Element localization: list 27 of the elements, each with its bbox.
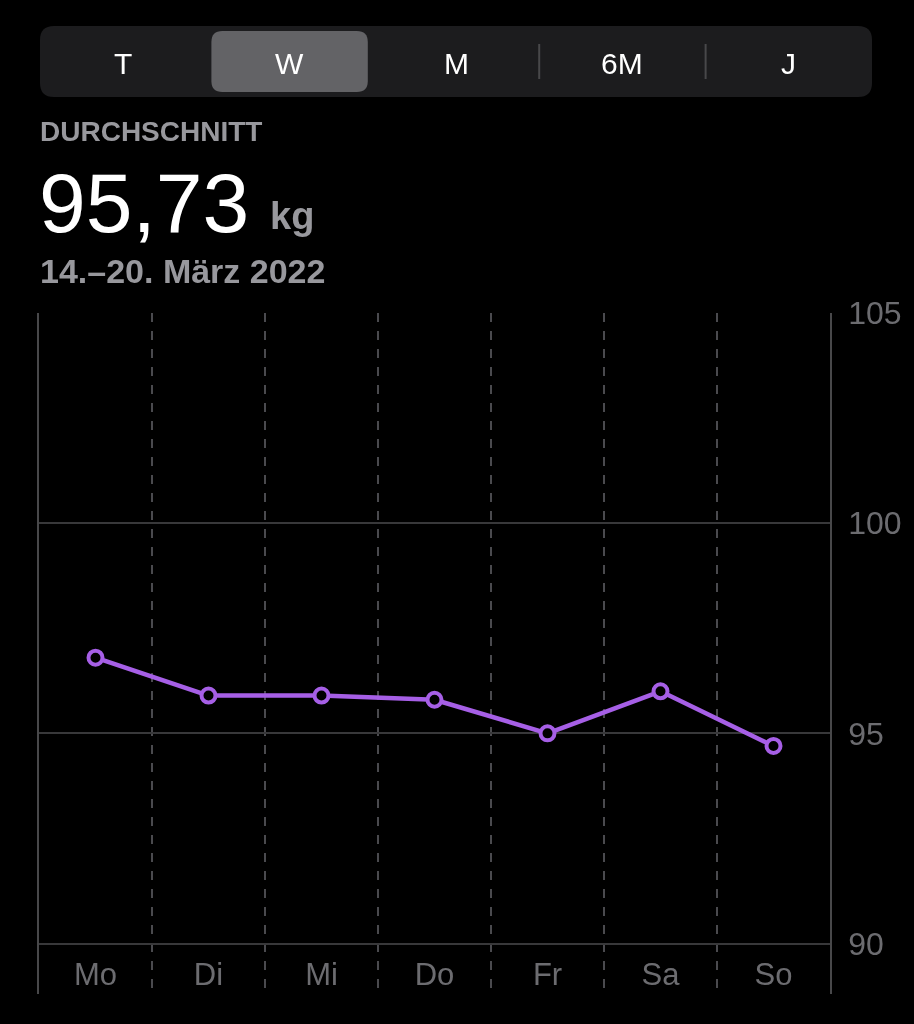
point (538, 724, 557, 743)
x-tick-label: Sa (641, 956, 681, 992)
text: T (114, 47, 133, 80)
x-tick-label: Do (414, 956, 455, 992)
y-tick-label: 95 (848, 715, 884, 752)
point (425, 690, 444, 709)
text: 6M (601, 47, 643, 80)
x-tick-label: Fr (532, 956, 563, 992)
chart-title: DURCHSCHNITT (40, 115, 263, 147)
text: 95,73 (39, 156, 250, 250)
x-tick-label: Mo (73, 956, 118, 992)
x-tick-label: So (754, 956, 793, 992)
text: J (781, 47, 796, 80)
point (764, 736, 783, 755)
point (312, 686, 331, 705)
y-tick-label: 90 (848, 925, 884, 962)
x-tick-label: Mi (305, 956, 338, 992)
chart-subtitle: 14.–20. März 2022 (40, 252, 326, 290)
point (86, 648, 105, 667)
point (651, 682, 670, 701)
y-tick-label: 105 (848, 295, 902, 332)
y-tick-label: 100 (848, 505, 902, 542)
x-tick-label: Di (193, 956, 224, 992)
text: M (444, 47, 469, 80)
text: W (275, 47, 304, 80)
point (199, 686, 218, 705)
text: kg (270, 195, 315, 237)
